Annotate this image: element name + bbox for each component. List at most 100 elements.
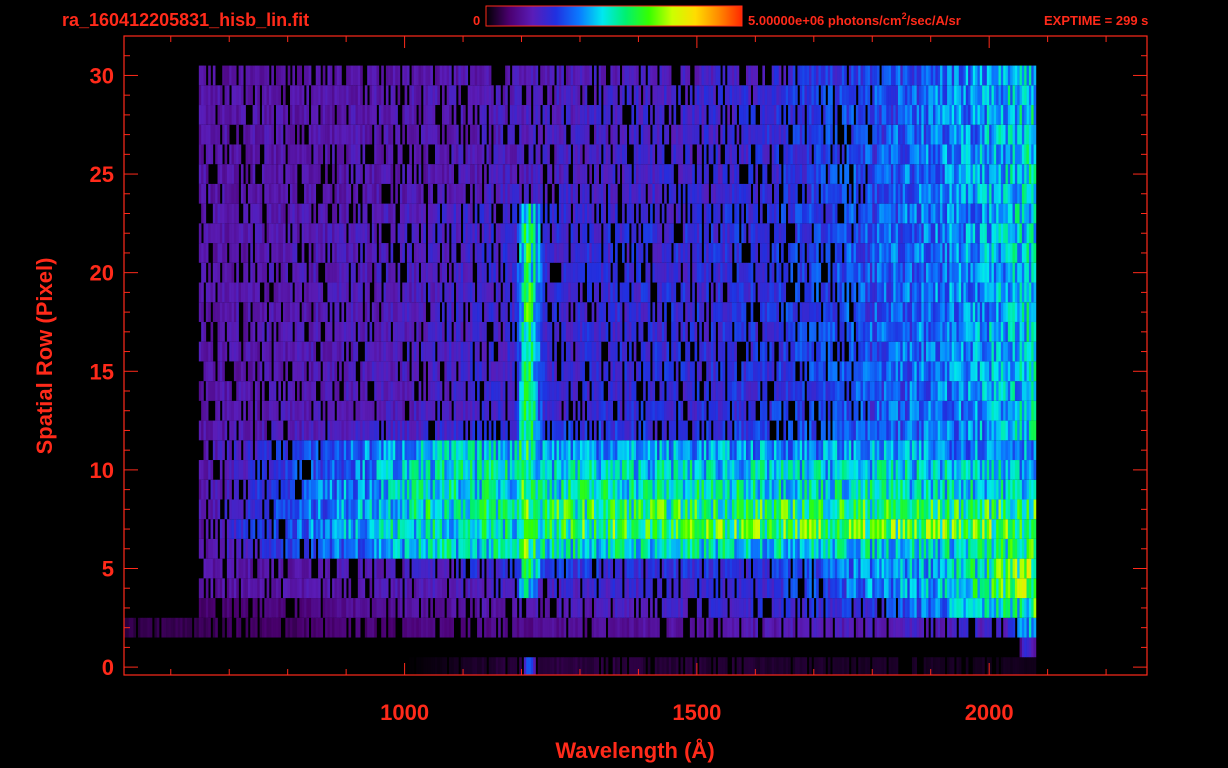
heatmap-cell	[617, 558, 621, 579]
heatmap-cell	[187, 617, 190, 638]
heatmap-cell	[278, 440, 281, 461]
heatmap-cell	[930, 519, 934, 539]
heatmap-cell	[811, 598, 815, 618]
heatmap-cell	[694, 578, 698, 599]
heatmap-cell	[399, 341, 403, 362]
heatmap-cell	[979, 479, 983, 500]
heatmap-cell	[516, 499, 520, 520]
heatmap-cell	[327, 578, 331, 599]
heatmap-cell	[961, 460, 964, 480]
heatmap-cell	[558, 519, 562, 539]
heatmap-cell	[1021, 519, 1025, 539]
heatmap-cell	[804, 657, 808, 675]
heatmap-cell	[664, 519, 667, 539]
heatmap-cell	[914, 657, 917, 675]
heatmap-cell	[916, 538, 920, 559]
heatmap-cell	[530, 460, 534, 480]
heatmap-cell	[799, 519, 803, 539]
heatmap-cell	[322, 361, 326, 382]
heatmap-cell	[523, 440, 527, 461]
heatmap-cell	[205, 460, 209, 480]
heatmap-cell	[416, 400, 419, 421]
heatmap-cell	[895, 558, 899, 579]
heatmap-cell	[409, 440, 412, 461]
heatmap-cell	[318, 617, 321, 638]
heatmap-cell	[397, 400, 401, 421]
heatmap-cell	[264, 617, 267, 638]
heatmap-cell	[498, 657, 501, 675]
heatmap-cell	[862, 460, 866, 480]
heatmap-cell	[729, 381, 733, 401]
heatmap-cell	[689, 479, 693, 500]
heatmap-cell	[304, 617, 307, 638]
heatmap-cell	[432, 499, 436, 520]
heatmap-cell	[671, 420, 674, 441]
heatmap-cell	[832, 479, 836, 500]
heatmap-cell	[397, 440, 401, 461]
heatmap-cell	[572, 558, 576, 579]
heatmap-cell	[785, 538, 789, 559]
heatmap-cell	[297, 361, 300, 382]
heatmap-cell	[919, 617, 922, 638]
heatmap-cell	[844, 657, 847, 675]
heatmap-cell	[944, 558, 948, 579]
heatmap-cell	[657, 341, 660, 362]
heatmap-cell	[521, 381, 525, 401]
heatmap-cell	[427, 400, 431, 421]
heatmap-cell	[888, 400, 892, 421]
heatmap-cell	[336, 499, 340, 520]
heatmap-cell	[1007, 381, 1011, 401]
heatmap-cell	[215, 617, 218, 638]
heatmap-cell	[549, 400, 553, 421]
heatmap-cell	[290, 420, 293, 441]
heatmap-cell	[902, 381, 906, 401]
heatmap-cell	[434, 361, 438, 382]
heatmap-cell	[832, 420, 836, 441]
heatmap-cell	[783, 440, 787, 461]
heatmap-cell	[734, 440, 737, 461]
heatmap-cell	[418, 617, 422, 638]
heatmap-cell	[874, 381, 878, 401]
heatmap-cell	[201, 381, 204, 401]
heatmap-cell	[883, 617, 887, 638]
heatmap-cell	[549, 558, 553, 579]
heatmap-cell	[774, 460, 777, 480]
heatmap-row-8	[198, 499, 1037, 520]
heatmap-cell	[376, 440, 380, 461]
heatmap-cell	[673, 598, 677, 618]
heatmap-cell	[615, 499, 618, 520]
heatmap-cell	[362, 519, 366, 539]
heatmap-cell	[376, 499, 380, 520]
heatmap-cell	[442, 499, 445, 520]
heatmap-cell	[280, 499, 284, 520]
heatmap-cell	[1007, 361, 1011, 382]
heatmap-cell	[446, 499, 450, 520]
heatmap-cell	[865, 341, 868, 362]
heatmap-cell	[479, 361, 483, 382]
heatmap-cell	[598, 479, 602, 500]
heatmap-cell	[498, 538, 501, 559]
heatmap-cell	[374, 558, 377, 579]
heatmap-cell	[738, 479, 742, 500]
heatmap-cell	[261, 479, 265, 500]
heatmap-cell	[806, 479, 810, 500]
heatmap-cell	[921, 499, 924, 520]
heatmap-cell	[582, 440, 585, 461]
heatmap-cell	[456, 381, 459, 401]
heatmap-cell	[984, 460, 988, 480]
heatmap-cell	[278, 460, 281, 480]
heatmap-cell	[624, 598, 628, 618]
heatmap-cell	[769, 460, 773, 480]
heatmap-cell	[643, 657, 646, 675]
heatmap-cell	[881, 460, 885, 480]
heatmap-cell	[240, 361, 244, 382]
heatmap-cell	[320, 538, 324, 559]
heatmap-cell	[778, 341, 782, 362]
heatmap-cell	[434, 519, 438, 539]
heatmap-cell	[617, 400, 621, 421]
heatmap-cell	[425, 460, 429, 480]
heatmap-cell	[811, 420, 815, 441]
heatmap-cell	[535, 499, 539, 520]
heatmap-cell	[834, 617, 838, 638]
heatmap-cell	[745, 657, 749, 675]
